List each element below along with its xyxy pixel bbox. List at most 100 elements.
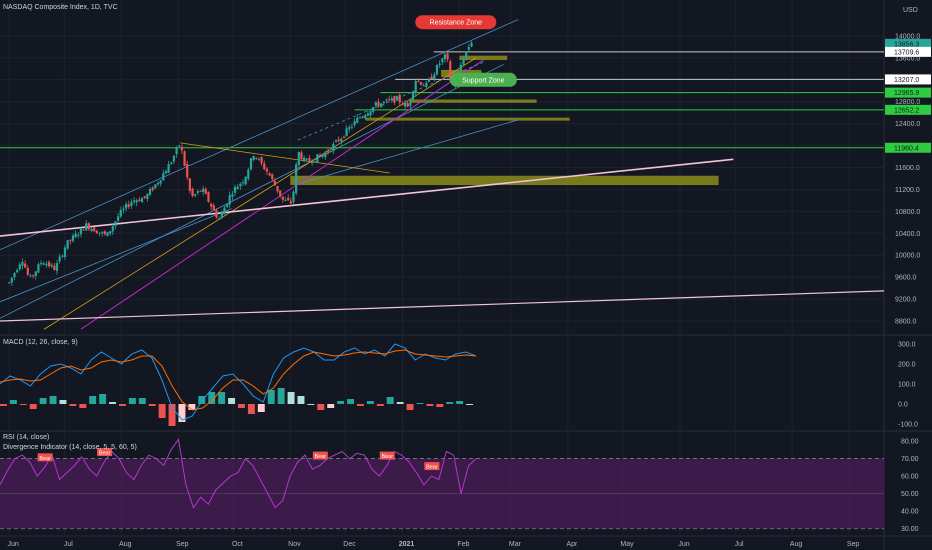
- time-axis[interactable]: Jun Jul Aug Sep Oct Nov Dec 2021 Feb Mar Apr May Jun…: [8, 541, 860, 548]
- x-tick-label: Nov: [288, 541, 301, 548]
- divergence-tag-text: Bear: [39, 456, 51, 462]
- zone-rect: [409, 99, 537, 103]
- candle-body: [77, 234, 80, 236]
- price-axis[interactable]: 8800.0 9200.0 9600.0 10000.0 10400.0 10800.0 1…: [885, 33, 931, 533]
- macd-histogram-bar: [416, 403, 424, 404]
- rsi-tick-label: 60.00: [901, 474, 919, 481]
- macd-histogram-bar: [247, 404, 255, 414]
- candle-body: [13, 273, 16, 278]
- macd-histogram-bar: [119, 404, 126, 406]
- candle-body: [143, 196, 146, 198]
- candle-body: [170, 162, 173, 164]
- candle-body: [361, 116, 364, 118]
- candle-body: [191, 188, 194, 196]
- price-label-bg: [885, 74, 931, 85]
- x-tick-label: Jun: [8, 541, 19, 548]
- currency-unit: USD: [903, 7, 918, 14]
- candle-body: [204, 188, 207, 194]
- candle-body: [430, 76, 433, 79]
- candle-body: [308, 158, 311, 161]
- candle-body: [252, 155, 255, 161]
- candle-body: [10, 277, 13, 283]
- lower-channel-line: [0, 64, 504, 319]
- candle-body: [114, 221, 117, 227]
- macd-histogram-bar: [386, 397, 394, 404]
- candle-body: [37, 264, 40, 273]
- symbol-title: NASDAQ Composite Index, 1D, TVC: [3, 4, 118, 11]
- rsi-pane[interactable]: Bear Bear Bear Bear Bear: [0, 438, 884, 530]
- macd-histogram-bar: [208, 392, 216, 404]
- candle-body: [310, 162, 314, 164]
- candle-body: [441, 58, 444, 63]
- price-label-text: 13856.3: [894, 41, 919, 48]
- macd-histogram-bar: [436, 404, 444, 407]
- candle-body: [61, 255, 64, 257]
- price-tick-label: 10800.0: [895, 209, 920, 216]
- candle-body: [345, 128, 348, 136]
- candle-body: [268, 173, 271, 176]
- candle-body: [186, 163, 189, 178]
- candle-body: [148, 189, 152, 195]
- price-label-bg: [885, 104, 931, 115]
- candle-body: [369, 111, 372, 116]
- candle-body: [26, 267, 29, 275]
- candle-body: [106, 232, 109, 237]
- divergence-tag: [379, 451, 395, 460]
- macd-histogram-bar: [79, 404, 87, 408]
- macd-histogram-bar: [307, 404, 315, 405]
- candle-body: [449, 61, 452, 81]
- candle-body: [403, 102, 407, 107]
- price-pane[interactable]: Resistance Zone Support Zone: [0, 15, 885, 330]
- candle-body: [215, 210, 218, 218]
- candle-body: [409, 100, 412, 106]
- macd-histogram-bar: [267, 390, 275, 404]
- price-label-text: 12652.2: [894, 107, 919, 114]
- divergence-tag: [97, 448, 113, 457]
- candle-body: [122, 208, 125, 210]
- x-tick-label: Apr: [566, 541, 578, 548]
- candle-body: [289, 201, 292, 204]
- candle-body: [175, 147, 178, 155]
- x-tick-label: Sep: [847, 541, 860, 548]
- candle-body: [167, 164, 170, 173]
- candle-body: [247, 169, 250, 179]
- candle-body: [135, 200, 138, 203]
- candle-body: [79, 228, 83, 235]
- x-tick-label: Feb: [457, 541, 469, 548]
- candle-body: [273, 180, 276, 186]
- divergence-tag-text: Bear: [381, 454, 393, 460]
- candle-body: [435, 64, 439, 75]
- x-tick-label: May: [620, 541, 634, 548]
- price-label-text: 13207.0: [894, 77, 919, 84]
- zone-rect: [459, 55, 508, 61]
- candle-body: [377, 101, 380, 107]
- zone-rect: [365, 117, 570, 121]
- macd-histogram-bar: [0, 404, 7, 406]
- macd-histogram-bar: [357, 404, 364, 406]
- price-tick-label: 10000.0: [895, 253, 920, 260]
- candle-body: [342, 136, 346, 138]
- candle-body: [18, 264, 21, 270]
- macd-pane[interactable]: [0, 343, 477, 426]
- candle-body: [239, 183, 242, 187]
- macd-histogram-bar: [138, 398, 146, 404]
- candle-body: [260, 157, 263, 164]
- candle-body: [398, 94, 401, 103]
- candle-body: [380, 103, 383, 108]
- candle-body: [422, 85, 425, 87]
- x-tick-label: Oct: [232, 541, 243, 548]
- candle-body: [93, 227, 96, 232]
- x-tick-label: Aug: [119, 541, 132, 548]
- candle-body: [117, 216, 120, 221]
- price-label-text: 11960.4: [894, 145, 919, 152]
- price-label-bg: [885, 46, 931, 57]
- rsi-tick-label: 40.00: [901, 509, 919, 516]
- macd-histogram-bar: [178, 404, 186, 422]
- price-tick-label: 9600.0: [895, 275, 917, 282]
- candle-body: [396, 96, 399, 101]
- macd-histogram-bar: [446, 402, 454, 404]
- candle-body: [151, 187, 154, 191]
- candle-body: [45, 263, 48, 266]
- candle-body: [382, 101, 385, 103]
- candle-body: [188, 178, 191, 191]
